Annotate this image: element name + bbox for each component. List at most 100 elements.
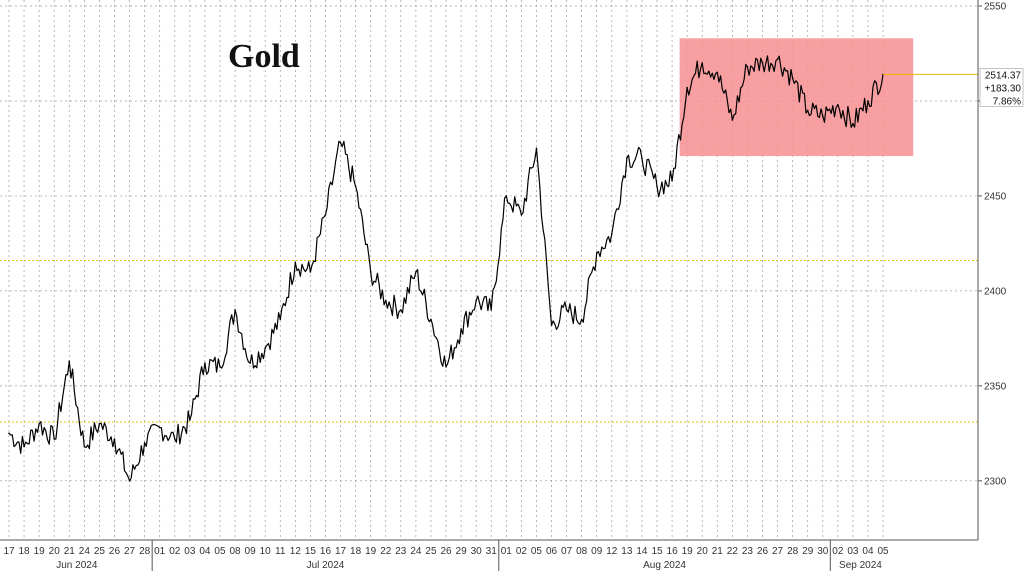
y-tick-label: 2450 [984,191,1007,202]
x-tick-label: 04 [199,546,211,557]
data-point [53,438,56,440]
x-tick-label: 02 [169,546,181,557]
data-point [113,438,116,440]
x-tick-label: 20 [49,546,61,557]
x-tick-label: 07 [561,546,573,557]
x-tick-label: 30 [817,546,829,557]
data-point [595,252,598,254]
data-point [324,214,327,216]
data-point [143,442,146,444]
data-point [369,271,372,273]
x-tick-label: 12 [606,546,618,557]
data-point [686,86,688,89]
x-tick-label: 12 [290,546,302,557]
data-point [505,195,508,197]
data-point [475,299,477,302]
data-point [460,328,462,330]
x-tick-label: 27 [124,546,136,557]
data-point [776,58,779,60]
x-tick-label: 03 [847,546,859,557]
x-tick-label: 03 [184,546,196,557]
x-tick-label: 22 [380,546,392,557]
x-tick-label: 08 [576,546,588,557]
x-tick-label: 28 [139,546,151,557]
x-tick-label: 20 [697,546,709,557]
data-point [249,362,251,364]
x-tick-label: 01 [501,546,513,557]
data-point [671,179,673,182]
x-tick-label: 19 [365,546,377,557]
data-point [339,141,342,144]
data-point [415,271,417,273]
x-tick-label: 05 [531,546,543,557]
data-point [490,309,493,311]
x-tick-label: 24 [79,546,91,557]
data-point [279,318,282,321]
data-point [837,103,839,106]
series-layer [8,55,978,482]
x-tick-label: 18 [350,546,362,557]
data-point [234,309,236,311]
data-point [158,426,161,429]
data-point [264,347,266,349]
data-point [189,419,191,421]
y-tick-label: 2300 [984,476,1007,487]
data-point [445,366,447,368]
highlight-range-box [679,38,914,157]
data-point [219,366,221,368]
data-point [611,233,613,235]
data-point [852,122,854,125]
data-point [626,157,628,159]
data-point [384,299,387,302]
data-point [806,109,809,112]
y-tick-label: 2350 [984,381,1007,392]
data-point [173,438,176,440]
x-tick-label: 17 [3,546,15,557]
x-tick-label: 25 [425,546,437,557]
x-tick-label: 19 [34,546,46,557]
data-point [520,214,523,216]
x-tick-label: 15 [305,546,317,557]
x-tick-label: 21 [712,546,724,557]
x-tick-label: 21 [64,546,76,557]
x-tick-label: 26 [757,546,769,557]
x-tick-label: 30 [471,546,483,557]
data-point [98,423,101,425]
data-point [656,185,658,188]
x-tick-label: 17 [335,546,347,557]
reference-lines [0,260,978,423]
highlight-layer [679,38,914,157]
month-label: Sep 2024 [839,560,882,571]
x-tick-label: 08 [229,546,241,557]
last-value-box [979,68,1024,107]
x-tick-label: 01 [154,546,166,557]
data-point [761,62,764,64]
x-tick-label: 23 [742,546,754,557]
last-value-label: +183.30 [985,83,1022,94]
x-tick-label: 16 [320,546,332,557]
x-tick-label: 26 [109,546,121,557]
x-tick-label: 25 [94,546,106,557]
data-point [791,77,794,79]
y-tick-label: 2550 [984,2,1007,13]
data-point [204,362,206,364]
data-point [746,65,749,68]
data-point [641,157,643,159]
data-point [83,445,86,448]
data-point [400,309,402,311]
grid-lines [0,0,978,540]
last-value-label: 2514.37 [985,70,1022,81]
data-point [430,318,432,321]
x-tick-label: 18 [19,546,31,557]
data-point [23,445,25,448]
data-point [550,324,553,326]
data-point [821,115,824,117]
x-tick-label: 23 [395,546,407,557]
month-label: Jul 2024 [307,560,345,571]
data-point [731,119,734,121]
x-tick-label: 09 [245,546,257,557]
x-tick-label: 31 [486,546,498,557]
